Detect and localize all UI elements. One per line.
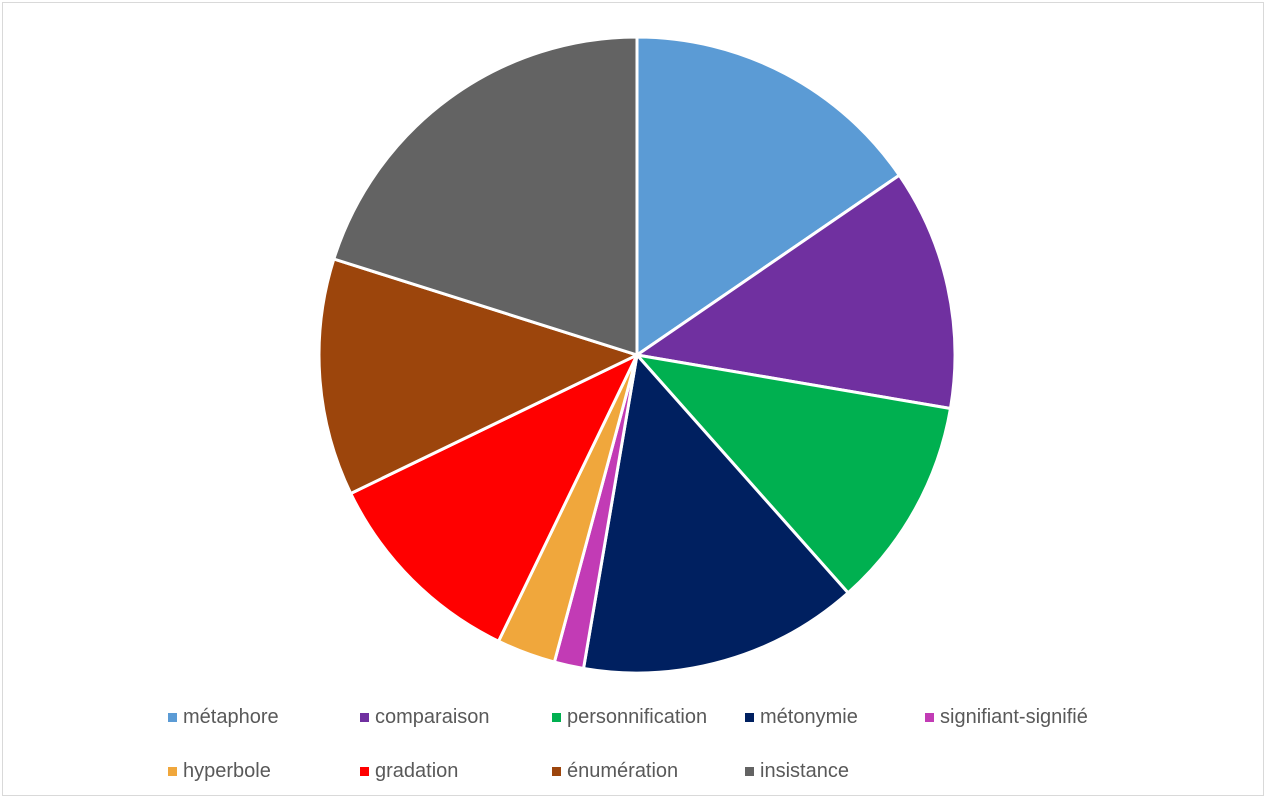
- pie-slice-2: [635, 353, 952, 595]
- pie-slice-6: [349, 353, 639, 643]
- legend-label: métaphore: [183, 706, 279, 728]
- legend-item-comparaison: comparaison: [360, 706, 490, 729]
- legend-item-metonymie: métonymie: [745, 706, 858, 729]
- pie-slice-8: [332, 35, 639, 357]
- legend-swatch: [168, 767, 177, 776]
- legend-swatch: [925, 713, 934, 722]
- legend-swatch: [168, 713, 177, 722]
- legend-label: gradation: [375, 760, 459, 782]
- legend-label: comparaison: [375, 706, 490, 728]
- legend-item-gradation: gradation: [360, 760, 458, 783]
- pie-slice-0: [635, 35, 901, 357]
- pie-slice-7: [317, 257, 639, 495]
- legend-item-metaphore: métaphore: [168, 706, 279, 729]
- legend-swatch: [745, 767, 754, 776]
- legend-swatch: [552, 767, 561, 776]
- legend-swatch: [552, 713, 561, 722]
- legend-item-enumeration: énumération: [552, 760, 678, 783]
- legend-label: personnification: [567, 706, 708, 728]
- legend-item-hyperbole: hyperbole: [168, 760, 271, 783]
- pie-chart: [317, 35, 957, 675]
- pie-slice-3: [582, 353, 850, 675]
- legend-swatch: [360, 767, 369, 776]
- legend-label: énumération: [567, 760, 679, 782]
- legend-label: signifiant-signifié: [940, 706, 1088, 728]
- legend-label: hyperbole: [183, 760, 271, 782]
- legend-swatch: [745, 713, 754, 722]
- legend-swatch: [360, 713, 369, 722]
- legend-label: insistance: [760, 760, 849, 782]
- legend-item-insistance: insistance: [745, 760, 849, 783]
- pie-slice-1: [635, 173, 957, 410]
- legend-label: métonymie: [760, 706, 858, 728]
- legend-item-signifiant-signifie: signifiant-signifié: [925, 706, 1088, 729]
- legend-item-personnification: personnification: [552, 706, 707, 729]
